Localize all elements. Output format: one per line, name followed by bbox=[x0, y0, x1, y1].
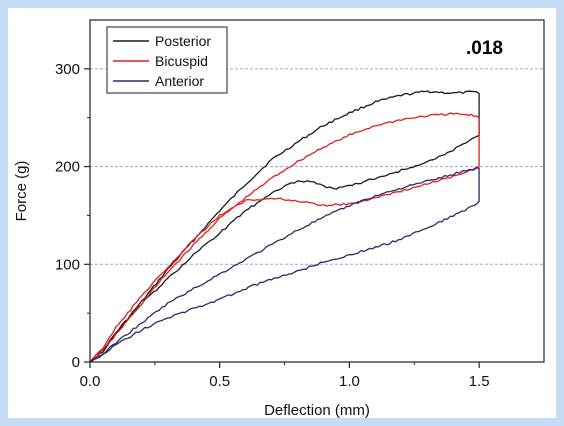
y-axis-title: Force (g) bbox=[13, 161, 30, 222]
grid-lines bbox=[90, 68, 544, 265]
x-tick-label: 0.5 bbox=[209, 373, 230, 390]
x-tick-label: 1.5 bbox=[469, 373, 490, 390]
series-line-bicuspid bbox=[89, 112, 480, 363]
legend: Posterior Bicuspid Anterior bbox=[106, 26, 228, 94]
legend-label-bicuspid: Bicuspid bbox=[155, 53, 208, 69]
legend-label-anterior: Anterior bbox=[155, 73, 204, 89]
plot-area-border bbox=[89, 19, 545, 363]
legend-label-posterior: Posterior bbox=[155, 33, 211, 49]
series-line-posterior bbox=[89, 90, 480, 363]
chart-annotation: .018 bbox=[466, 38, 503, 59]
y-tick-label: 300 bbox=[55, 61, 80, 78]
x-tick-label: 0.0 bbox=[80, 373, 101, 390]
axis-ticks: 0.0 0.5 1.0 1.5 0 100 200 300 bbox=[55, 61, 490, 390]
legend-box bbox=[106, 26, 228, 94]
y-tick-label: 200 bbox=[55, 159, 80, 176]
x-axis-title: Deflection (mm) bbox=[264, 402, 370, 419]
series-lines bbox=[89, 90, 480, 363]
y-tick-label: 100 bbox=[55, 256, 80, 273]
y-tick-label: 0 bbox=[72, 354, 80, 371]
x-tick-label: 1.0 bbox=[339, 373, 360, 390]
series-line-anterior bbox=[89, 167, 480, 363]
